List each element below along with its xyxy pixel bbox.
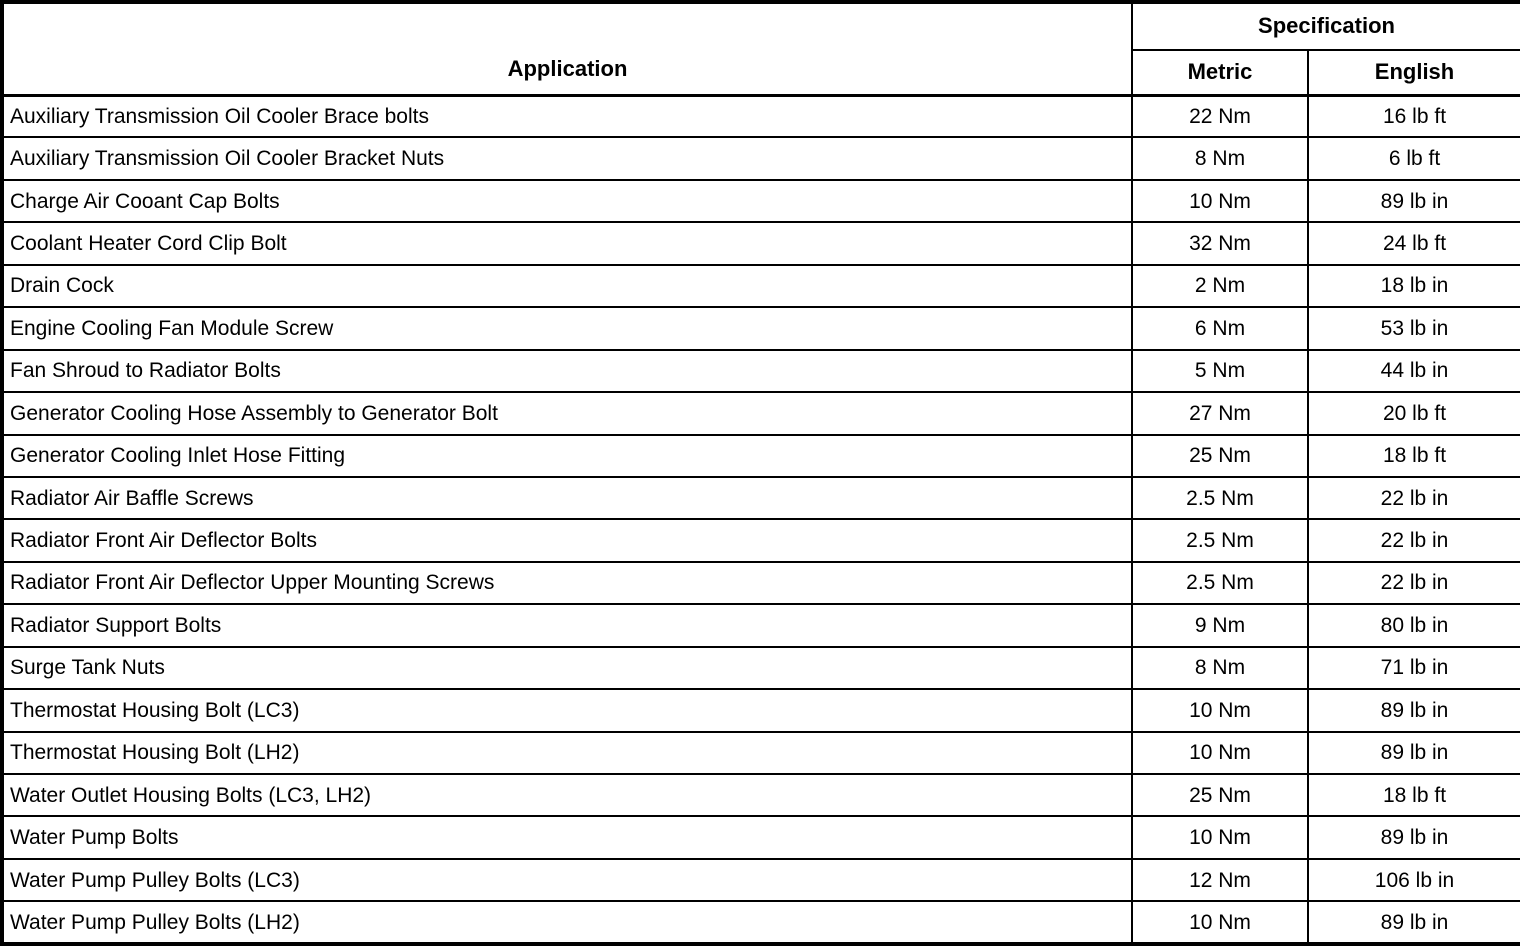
application-cell: Generator Cooling Hose Assembly to Gener…	[1, 391, 1133, 436]
english-value-cell: 22 lb in	[1306, 475, 1520, 521]
header-row-units: Metric English	[2, 49, 1520, 96]
english-value-cell: 22 lb in	[1306, 518, 1520, 563]
english-value-cell: 80 lb in	[1306, 603, 1520, 648]
metric-value-cell: 10 Nm	[1131, 900, 1309, 945]
english-value-cell: 18 lb ft	[1306, 433, 1520, 478]
english-value-cell: 71 lb in	[1306, 645, 1520, 691]
application-cell: Radiator Front Air Deflector Upper Mount…	[1, 560, 1133, 606]
metric-value-cell: 8 Nm	[1131, 136, 1309, 181]
table-row: Engine Cooling Fan Module Screw 6 Nm 53 …	[1, 306, 1520, 351]
application-cell: Radiator Air Baffle Screws	[1, 475, 1133, 521]
application-cell: Coolant Heater Cord Clip Bolt	[1, 221, 1133, 266]
english-value-cell: 89 lb in	[1306, 688, 1520, 733]
metric-value-cell: 10 Nm	[1131, 688, 1309, 733]
table-row: Radiator Front Air Deflector Upper Mount…	[1, 560, 1520, 606]
english-value-cell: 106 lb in	[1306, 857, 1520, 903]
application-cell: Water Pump Bolts	[1, 815, 1133, 860]
application-column-header: Application	[1, 1, 1133, 96]
english-column-header: English	[1306, 49, 1520, 96]
english-value-cell: 18 lb in	[1306, 263, 1520, 309]
application-cell: Auxiliary Transmission Oil Cooler Bracke…	[1, 136, 1133, 181]
application-cell: Surge Tank Nuts	[1, 645, 1133, 691]
application-cell: Generator Cooling Inlet Hose Fitting	[1, 433, 1133, 478]
english-value-cell: 89 lb in	[1306, 730, 1520, 776]
table-row: Coolant Heater Cord Clip Bolt 32 Nm 24 l…	[1, 221, 1520, 266]
metric-value-cell: 2.5 Nm	[1131, 518, 1309, 563]
table-header: Application Specification Metric English	[1, 1, 1520, 96]
application-cell: Thermostat Housing Bolt (LH2)	[1, 730, 1133, 776]
table-row: Surge Tank Nuts 8 Nm 71 lb in	[1, 645, 1520, 691]
metric-value-cell: 2 Nm	[1131, 263, 1309, 309]
metric-value-cell: 6 Nm	[1131, 306, 1309, 351]
metric-value-cell: 5 Nm	[1131, 348, 1309, 394]
table-row: Auxiliary Transmission Oil Cooler Bracke…	[1, 136, 1520, 181]
table-row: Water Pump Pulley Bolts (LH2) 10 Nm 89 l…	[1, 900, 1520, 945]
metric-value-cell: 22 Nm	[1131, 93, 1309, 139]
english-value-cell: 6 lb ft	[1306, 136, 1520, 181]
metric-value-cell: 10 Nm	[1131, 178, 1309, 224]
metric-value-cell: 25 Nm	[1131, 433, 1309, 478]
metric-value-cell: 32 Nm	[1131, 221, 1309, 266]
english-value-cell: 18 lb ft	[1306, 772, 1520, 818]
application-cell: Drain Cock	[1, 263, 1133, 309]
table-row: Thermostat Housing Bolt (LC3) 10 Nm 89 l…	[1, 688, 1520, 733]
metric-value-cell: 2.5 Nm	[1131, 560, 1309, 606]
table-row: Water Outlet Housing Bolts (LC3, LH2) 25…	[1, 772, 1520, 818]
table-row: Fan Shroud to Radiator Bolts 5 Nm 44 lb …	[1, 348, 1520, 394]
application-cell: Thermostat Housing Bolt (LC3)	[1, 688, 1133, 733]
table-row: Generator Cooling Inlet Hose Fitting 25 …	[1, 433, 1520, 478]
english-value-cell: 24 lb ft	[1306, 221, 1520, 266]
application-cell: Engine Cooling Fan Module Screw	[1, 306, 1133, 351]
table-row: Auxiliary Transmission Oil Cooler Brace …	[1, 93, 1520, 139]
table-row: Radiator Front Air Deflector Bolts 2.5 N…	[1, 518, 1520, 563]
application-cell: Auxiliary Transmission Oil Cooler Brace …	[1, 93, 1133, 139]
english-value-cell: 16 lb ft	[1306, 93, 1520, 139]
table-row: Radiator Air Baffle Screws 2.5 Nm 22 lb …	[1, 475, 1520, 521]
table-row: Charge Air Cooant Cap Bolts 10 Nm 89 lb …	[1, 178, 1520, 224]
application-cell: Radiator Support Bolts	[1, 603, 1133, 648]
metric-value-cell: 10 Nm	[1131, 815, 1309, 860]
application-cell: Water Outlet Housing Bolts (LC3, LH2)	[1, 772, 1133, 818]
application-cell: Fan Shroud to Radiator Bolts	[1, 348, 1133, 394]
header-row-specification: Application Specification	[1, 1, 1520, 96]
metric-value-cell: 10 Nm	[1131, 730, 1309, 776]
metric-column-header: Metric	[1131, 49, 1309, 96]
application-cell: Charge Air Cooant Cap Bolts	[1, 178, 1133, 224]
application-cell: Water Pump Pulley Bolts (LH2)	[1, 900, 1133, 945]
table-row: Water Pump Bolts 10 Nm 89 lb in	[1, 815, 1520, 860]
application-cell: Radiator Front Air Deflector Bolts	[1, 518, 1133, 563]
english-value-cell: 53 lb in	[1306, 306, 1520, 351]
table-row: Thermostat Housing Bolt (LH2) 10 Nm 89 l…	[1, 730, 1520, 776]
metric-value-cell: 9 Nm	[1131, 603, 1309, 648]
metric-value-cell: 25 Nm	[1131, 772, 1309, 818]
metric-value-cell: 8 Nm	[1131, 645, 1309, 691]
metric-value-cell: 12 Nm	[1131, 857, 1309, 903]
table-row: Radiator Support Bolts 9 Nm 80 lb in	[1, 603, 1520, 648]
table-row: Water Pump Pulley Bolts (LC3) 12 Nm 106 …	[1, 857, 1520, 903]
metric-value-cell: 2.5 Nm	[1131, 475, 1309, 521]
english-value-cell: 89 lb in	[1306, 900, 1520, 945]
table-row: Generator Cooling Hose Assembly to Gener…	[1, 391, 1520, 436]
table-body: Auxiliary Transmission Oil Cooler Brace …	[1, 93, 1520, 945]
english-value-cell: 20 lb ft	[1306, 391, 1520, 436]
english-value-cell: 89 lb in	[1306, 178, 1520, 224]
english-value-cell: 44 lb in	[1306, 348, 1520, 394]
application-cell: Water Pump Pulley Bolts (LC3)	[1, 857, 1133, 903]
specification-column-group-header: Specification	[1130, 1, 1520, 51]
table-row: Drain Cock 2 Nm 18 lb in	[1, 263, 1520, 309]
metric-value-cell: 27 Nm	[1131, 391, 1309, 436]
english-value-cell: 22 lb in	[1306, 560, 1520, 606]
english-value-cell: 89 lb in	[1306, 815, 1520, 860]
